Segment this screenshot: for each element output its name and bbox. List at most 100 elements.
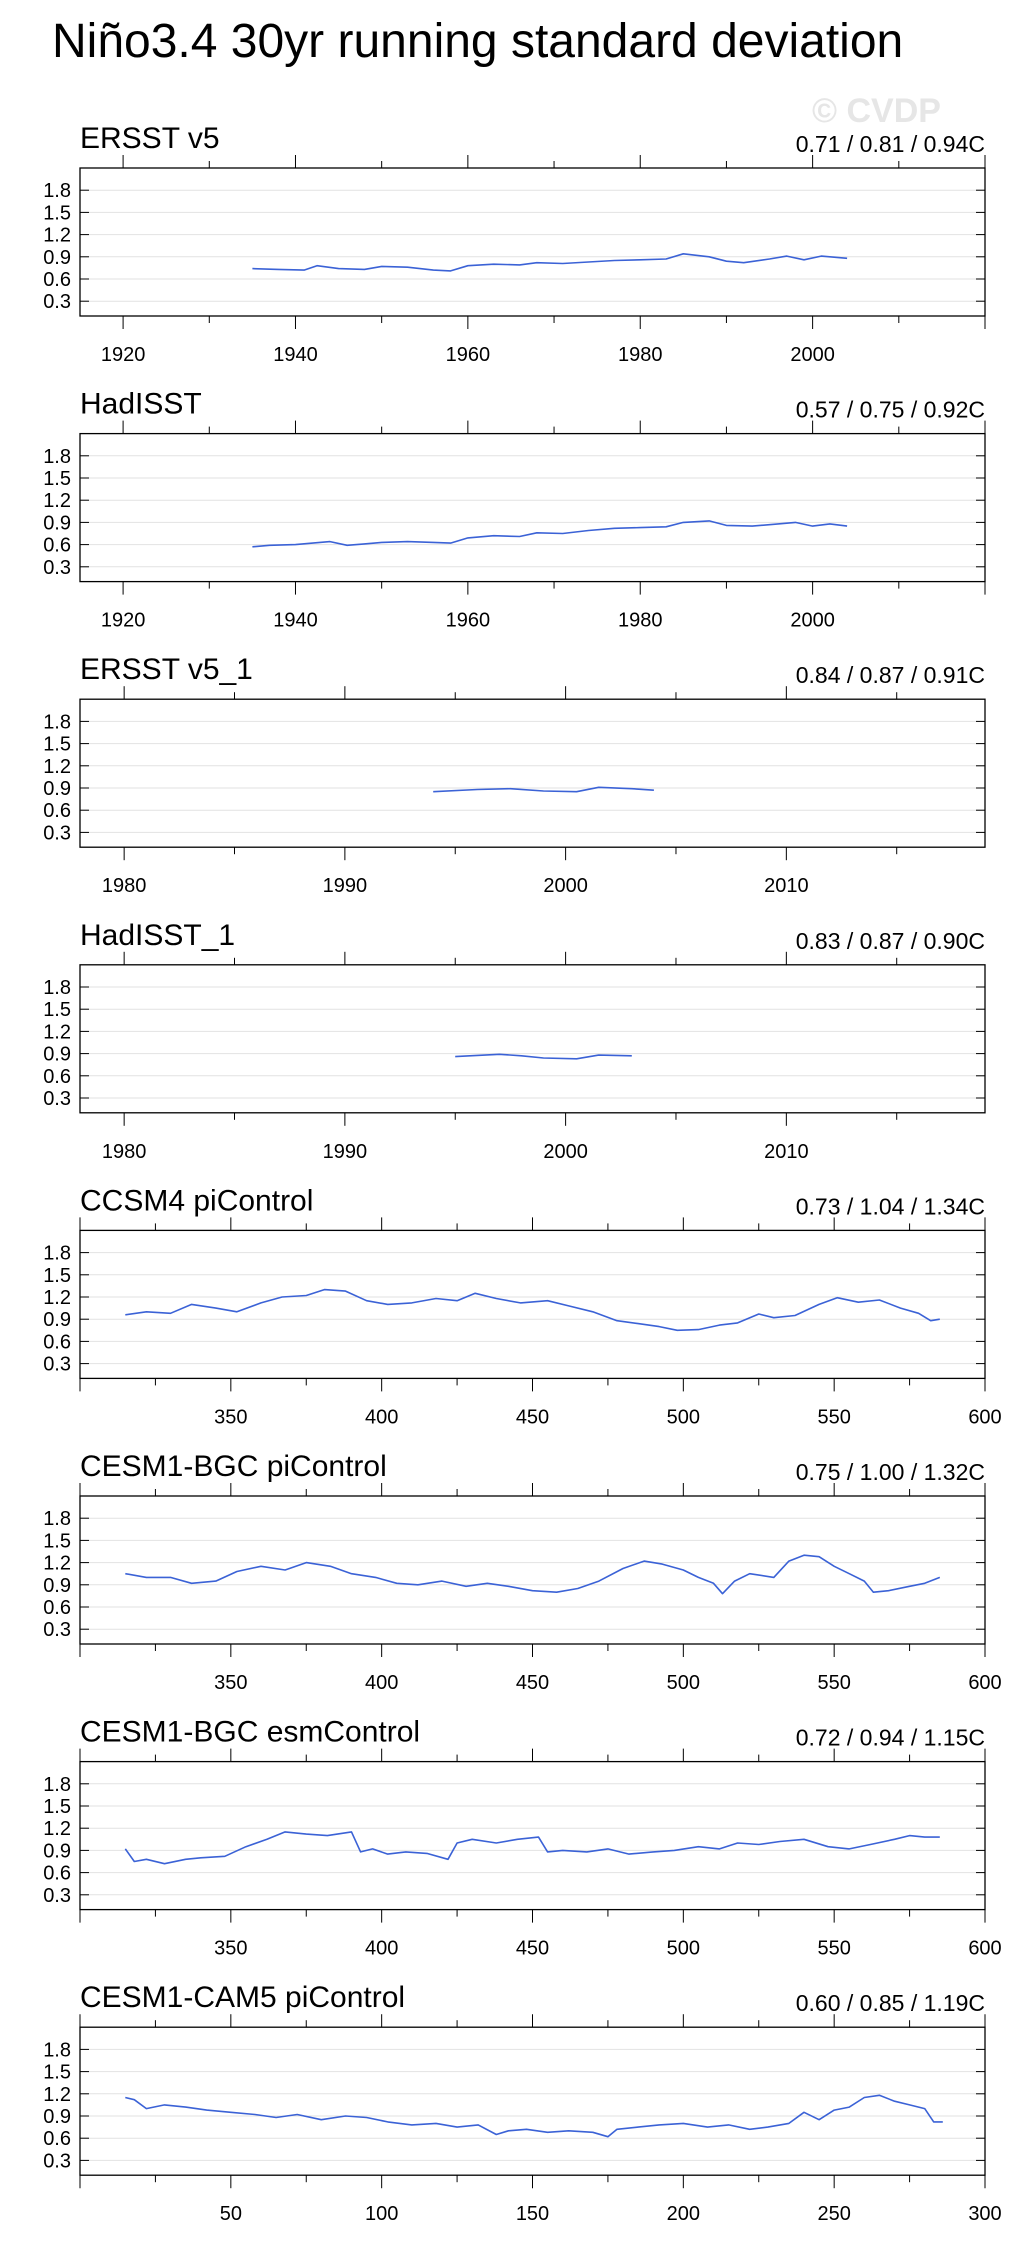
x-tick-label: 550 — [817, 1406, 850, 1428]
x-tick-label: 1940 — [273, 610, 318, 632]
series-line — [125, 2094, 943, 2138]
x-tick-label: 400 — [365, 1406, 398, 1428]
y-tick-label: 0.6 — [43, 1331, 71, 1353]
panel-label: CESM1-BGC esmControl — [80, 1716, 420, 1749]
x-tick-label: 1980 — [102, 875, 147, 897]
x-tick-label: 350 — [214, 1672, 247, 1694]
x-tick-label: 1980 — [618, 344, 663, 366]
x-tick-label: 500 — [667, 1672, 700, 1694]
panel-stats: 0.75 / 1.00 / 1.32C — [796, 1459, 985, 1485]
chart-panel-3: 0.30.60.91.21.51.8 1980 1990 2000 2010 ERSST … — [43, 653, 986, 897]
x-tick-label: 1990 — [323, 875, 368, 897]
y-tick-label: 0.3 — [43, 291, 71, 313]
y-tick-label: 0.6 — [43, 535, 71, 557]
panel-label: ERSST v5 — [80, 122, 220, 155]
x-tick-label: 550 — [817, 1938, 850, 1960]
chart-panel-5: 0.30.60.91.21.51.8 350 400 450 500 550 600 CCSM… — [43, 1184, 1002, 1428]
x-tick-label: 600 — [968, 1672, 1001, 1694]
series-line — [455, 1053, 632, 1060]
x-tick-label: 250 — [817, 2203, 850, 2225]
y-tick-label: 1.2 — [43, 1553, 71, 1575]
y-tick-label: 0.9 — [43, 1840, 71, 1862]
x-tick-label: 1920 — [101, 344, 146, 366]
y-tick-label: 1.8 — [43, 1508, 71, 1530]
x-tick-label: 600 — [968, 1938, 1001, 1960]
y-tick-label: 1.2 — [43, 1287, 71, 1309]
y-tick-label: 1.5 — [43, 202, 71, 224]
y-tick-label: 1.8 — [43, 180, 71, 202]
panel-stats: 0.72 / 0.94 / 1.15C — [796, 1725, 985, 1751]
y-tick-label: 1.5 — [43, 1530, 71, 1552]
y-tick-label: 1.2 — [43, 1021, 71, 1043]
series-line — [252, 253, 848, 272]
chart-panel-4: 0.30.60.91.21.51.8 1980 1990 2000 2010 HadISS… — [43, 919, 986, 1163]
x-tick-label: 600 — [968, 1406, 1001, 1428]
panel-label: CESM1-BGC piControl — [80, 1450, 387, 1483]
plot-frame — [79, 167, 986, 317]
x-tick-label: 450 — [516, 1938, 549, 1960]
panel-stats: 0.73 / 1.04 / 1.34C — [796, 1193, 985, 1219]
series-line — [433, 786, 654, 793]
panel-stats: 0.83 / 0.87 / 0.90C — [796, 928, 985, 954]
y-tick-label: 1.8 — [43, 446, 71, 468]
x-tick-label: 1920 — [101, 610, 146, 632]
x-tick-label: 200 — [667, 2203, 700, 2225]
y-tick-label: 0.3 — [43, 2150, 71, 2172]
y-tick-label: 0.3 — [43, 1885, 71, 1907]
y-tick-label: 0.9 — [43, 512, 71, 534]
plot-frame — [79, 698, 986, 848]
x-tick-label: 1980 — [618, 610, 663, 632]
y-tick-label: 1.2 — [43, 225, 71, 247]
panel-label: CESM1-CAM5 piControl — [80, 1981, 405, 2014]
x-tick-label: 550 — [817, 1672, 850, 1694]
y-tick-label: 0.3 — [43, 1619, 71, 1641]
x-tick-label: 50 — [220, 2203, 242, 2225]
y-tick-label: 0.3 — [43, 1088, 71, 1110]
x-tick-label: 2000 — [790, 610, 835, 632]
x-tick-label: 100 — [365, 2203, 398, 2225]
chart-panel-6: 0.30.60.91.21.51.8 350 400 450 500 550 600 CESM… — [43, 1450, 1002, 1694]
y-tick-label: 1.5 — [43, 1796, 71, 1818]
series-line — [124, 1831, 940, 1865]
y-tick-label: 1.2 — [43, 2084, 71, 2106]
y-tick-label: 0.3 — [43, 557, 71, 579]
y-tick-label: 0.6 — [43, 800, 71, 822]
panel-label: HadISST_1 — [80, 919, 235, 952]
y-tick-label: 1.2 — [43, 490, 71, 512]
x-tick-label: 450 — [516, 1672, 549, 1694]
x-tick-label: 1960 — [446, 344, 491, 366]
chart-panel-2: 0.30.60.91.21.51.8 1920 1940 1960 1980 2000 Ha… — [43, 388, 986, 632]
chart-panel-8: 0.30.60.91.21.51.8 50 100 150 200 250 300 CESM1… — [43, 1981, 1002, 2225]
plot-frame — [79, 964, 986, 1114]
y-tick-label: 1.5 — [43, 734, 71, 756]
y-tick-label: 0.3 — [43, 822, 71, 844]
x-tick-label: 500 — [667, 1406, 700, 1428]
y-tick-label: 0.9 — [43, 1575, 71, 1597]
x-tick-label: 450 — [516, 1406, 549, 1428]
y-tick-label: 1.8 — [43, 711, 71, 733]
x-tick-label: 1940 — [273, 344, 318, 366]
plot-frame — [79, 1495, 986, 1645]
x-tick-label: 300 — [968, 2203, 1001, 2225]
panel-label: CCSM4 piControl — [80, 1184, 313, 1217]
y-tick-label: 0.6 — [43, 2128, 71, 2150]
plot-frame — [79, 1229, 986, 1380]
y-tick-label: 1.5 — [43, 468, 71, 490]
y-tick-label: 0.9 — [43, 247, 71, 269]
x-tick-label: 1960 — [446, 610, 491, 632]
y-tick-label: 1.8 — [43, 2039, 71, 2061]
panel-label: HadISST — [80, 388, 202, 421]
x-tick-label: 2000 — [790, 344, 835, 366]
y-tick-label: 1.5 — [43, 1265, 71, 1287]
chart-panel-1: 0.30.60.91.21.51.8 1920 1940 1960 1980 2000 ER… — [43, 122, 986, 366]
y-tick-label: 1.8 — [43, 1774, 71, 1796]
y-tick-label: 0.9 — [43, 1309, 71, 1331]
y-tick-label: 0.9 — [43, 1044, 71, 1066]
y-tick-label: 1.2 — [43, 756, 71, 778]
y-tick-label: 0.3 — [43, 1354, 71, 1376]
x-tick-label: 150 — [516, 2203, 549, 2225]
plot-frame — [79, 1760, 986, 1911]
y-tick-label: 0.9 — [43, 2106, 71, 2128]
y-tick-label: 1.8 — [43, 977, 71, 999]
